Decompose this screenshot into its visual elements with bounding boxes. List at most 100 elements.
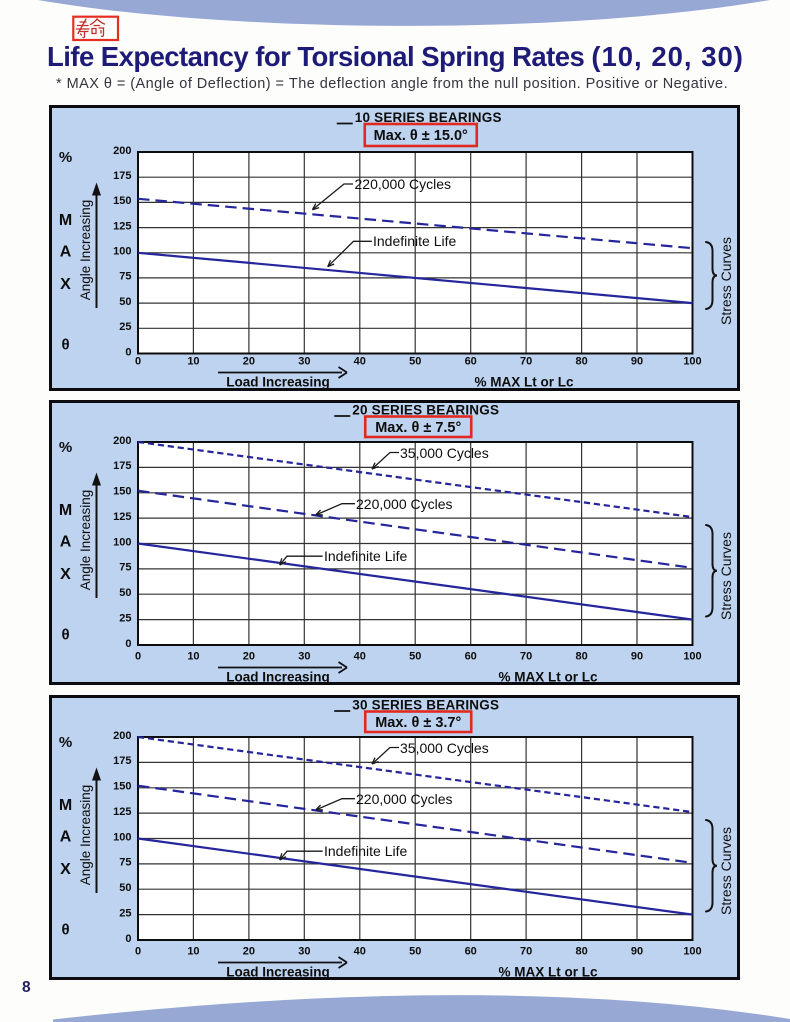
svg-text:30: 30 bbox=[298, 356, 310, 368]
svg-text:50: 50 bbox=[119, 296, 131, 308]
svg-text:125: 125 bbox=[113, 220, 131, 232]
svg-text:Angle Increasing: Angle Increasing bbox=[78, 785, 93, 886]
svg-text:X: X bbox=[60, 276, 71, 293]
svg-text:175: 175 bbox=[113, 755, 131, 767]
svg-text:0: 0 bbox=[125, 638, 131, 650]
svg-text:25: 25 bbox=[119, 907, 131, 919]
svg-text:30: 30 bbox=[298, 651, 310, 663]
svg-text:70: 70 bbox=[520, 946, 532, 958]
svg-text:40: 40 bbox=[354, 651, 366, 663]
svg-text:200: 200 bbox=[113, 435, 131, 447]
svg-text:Stress Curves: Stress Curves bbox=[718, 827, 734, 915]
svg-text:M: M bbox=[59, 797, 72, 814]
svg-text:220,000 Cycles: 220,000 Cycles bbox=[355, 176, 452, 192]
svg-text:θ: θ bbox=[61, 627, 69, 644]
svg-text:Angle Increasing: Angle Increasing bbox=[78, 490, 93, 591]
svg-text:%: % bbox=[59, 149, 72, 166]
svg-text:10: 10 bbox=[187, 651, 199, 663]
svg-text:40: 40 bbox=[354, 356, 366, 368]
svg-text:80: 80 bbox=[575, 651, 587, 663]
svg-text:80: 80 bbox=[575, 356, 587, 368]
svg-text:150: 150 bbox=[113, 781, 131, 793]
svg-text:Life Expectancy for Torsional: Life Expectancy for Torsional Spring Rat… bbox=[47, 41, 744, 72]
svg-text:Stress Curves: Stress Curves bbox=[718, 237, 734, 325]
svg-text:%: % bbox=[59, 734, 72, 751]
svg-text:30 SERIES BEARINGS: 30 SERIES BEARINGS bbox=[352, 698, 499, 713]
svg-text:Indefinite Life: Indefinite Life bbox=[373, 233, 456, 249]
svg-text:20 SERIES BEARINGS: 20 SERIES BEARINGS bbox=[352, 403, 499, 418]
svg-text:0: 0 bbox=[135, 356, 141, 368]
svg-text:X: X bbox=[60, 566, 71, 583]
svg-text:100: 100 bbox=[113, 246, 131, 258]
svg-text:80: 80 bbox=[575, 946, 587, 958]
svg-text:175: 175 bbox=[113, 170, 131, 182]
svg-text:100: 100 bbox=[683, 651, 701, 663]
svg-text:M: M bbox=[59, 212, 72, 229]
svg-text:35,000 Cycles: 35,000 Cycles bbox=[400, 445, 489, 461]
svg-text:30: 30 bbox=[298, 946, 310, 958]
svg-text:θ: θ bbox=[61, 337, 69, 354]
svg-text:60: 60 bbox=[465, 946, 477, 958]
svg-text:50: 50 bbox=[409, 651, 421, 663]
svg-text:Load Increasing: Load Increasing bbox=[226, 375, 330, 390]
svg-text:Indefinite Life: Indefinite Life bbox=[324, 548, 407, 564]
svg-text:% MAX Lt or Lc: % MAX Lt or Lc bbox=[498, 669, 597, 684]
svg-text:A: A bbox=[60, 829, 72, 846]
svg-text:150: 150 bbox=[113, 195, 131, 207]
svg-text:Max. θ ± 7.5°: Max. θ ± 7.5° bbox=[375, 420, 461, 436]
svg-text:75: 75 bbox=[119, 562, 131, 574]
svg-text:150: 150 bbox=[113, 486, 131, 498]
svg-text:M: M bbox=[59, 502, 72, 519]
svg-text:Stress Curves: Stress Curves bbox=[718, 532, 734, 620]
svg-text:50: 50 bbox=[119, 882, 131, 894]
svg-text:%: % bbox=[59, 439, 72, 456]
svg-text:75: 75 bbox=[119, 271, 131, 283]
svg-text:35,000 Cycles: 35,000 Cycles bbox=[400, 740, 489, 756]
svg-text:* MAX θ = (Angle of Deflection: * MAX θ = (Angle of Deflection) = The de… bbox=[56, 76, 728, 92]
svg-text:125: 125 bbox=[113, 806, 131, 818]
svg-text:220,000 Cycles: 220,000 Cycles bbox=[356, 791, 453, 807]
svg-text:70: 70 bbox=[520, 651, 532, 663]
svg-text:X: X bbox=[60, 861, 71, 878]
svg-text:50: 50 bbox=[409, 946, 421, 958]
svg-text:10 SERIES BEARINGS: 10 SERIES BEARINGS bbox=[355, 110, 502, 125]
svg-text:20: 20 bbox=[243, 651, 255, 663]
svg-text:0: 0 bbox=[135, 946, 141, 958]
svg-text:Angle Increasing: Angle Increasing bbox=[78, 200, 93, 301]
svg-text:90: 90 bbox=[631, 651, 643, 663]
svg-text:25: 25 bbox=[119, 612, 131, 624]
svg-text:0: 0 bbox=[135, 651, 141, 663]
svg-text:10: 10 bbox=[187, 356, 199, 368]
svg-text:Max. θ ± 15.0°: Max. θ ± 15.0° bbox=[374, 128, 468, 144]
svg-text:90: 90 bbox=[631, 946, 643, 958]
svg-text:A: A bbox=[60, 244, 72, 261]
svg-text:200: 200 bbox=[113, 730, 131, 742]
svg-text:% MAX Lt or Lc: % MAX Lt or Lc bbox=[498, 964, 597, 979]
svg-text:75: 75 bbox=[119, 857, 131, 869]
svg-text:100: 100 bbox=[683, 356, 701, 368]
svg-text:Indefinite Life: Indefinite Life bbox=[324, 843, 407, 859]
svg-text:Load Increasing: Load Increasing bbox=[226, 965, 330, 980]
svg-text:θ: θ bbox=[61, 922, 69, 939]
svg-text:70: 70 bbox=[520, 356, 532, 368]
svg-text:200: 200 bbox=[113, 145, 131, 157]
svg-text:20: 20 bbox=[243, 356, 255, 368]
svg-text:100: 100 bbox=[113, 536, 131, 548]
svg-text:100: 100 bbox=[683, 946, 701, 958]
svg-text:Load Increasing: Load Increasing bbox=[226, 670, 330, 685]
svg-text:125: 125 bbox=[113, 511, 131, 523]
svg-text:8: 8 bbox=[22, 979, 31, 996]
svg-text:100: 100 bbox=[113, 831, 131, 843]
svg-text:50: 50 bbox=[119, 587, 131, 599]
svg-text:A: A bbox=[60, 534, 72, 551]
svg-text:25: 25 bbox=[119, 321, 131, 333]
svg-text:10: 10 bbox=[187, 946, 199, 958]
svg-text:Max. θ ± 3.7°: Max. θ ± 3.7° bbox=[375, 715, 461, 731]
svg-text:20: 20 bbox=[243, 946, 255, 958]
svg-text:50: 50 bbox=[409, 356, 421, 368]
svg-text:60: 60 bbox=[465, 651, 477, 663]
svg-text:60: 60 bbox=[465, 356, 477, 368]
svg-text:90: 90 bbox=[631, 356, 643, 368]
svg-text:175: 175 bbox=[113, 460, 131, 472]
svg-text:0: 0 bbox=[125, 933, 131, 945]
